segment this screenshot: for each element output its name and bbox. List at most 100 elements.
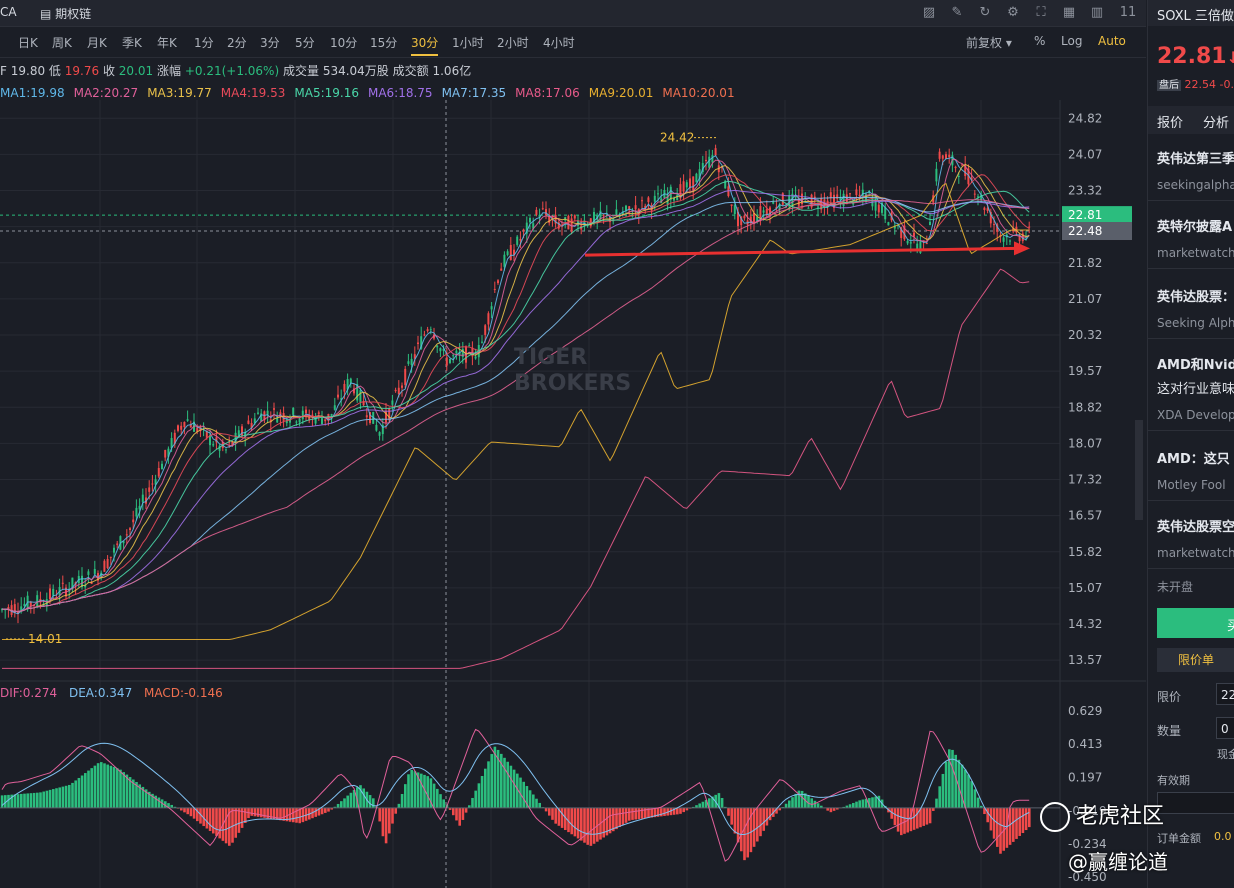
period-tab-4[interactable]: 年K	[157, 36, 177, 50]
period-tab-0[interactable]: 日K	[18, 36, 38, 50]
news-title[interactable]: 英伟达股票：	[1157, 290, 1234, 305]
macd-bar	[215, 807, 218, 836]
limit-price-input[interactable]: 22	[1216, 683, 1234, 705]
tab-quote[interactable]: 报价	[1157, 116, 1184, 131]
candle-body	[167, 448, 170, 457]
candle-body	[852, 202, 855, 205]
period-tab-12[interactable]: 1小时	[452, 36, 484, 50]
limit-label: 限价	[1157, 690, 1182, 704]
draw-tool-icon[interactable]: ✎	[951, 5, 963, 20]
macd-bar	[682, 807, 685, 813]
period-tab-3[interactable]: 季K	[122, 36, 142, 50]
candle-body	[695, 173, 698, 183]
period-tab-6[interactable]: 2分	[227, 36, 247, 50]
candle-body	[692, 176, 695, 191]
news-title[interactable]: AMD：这只	[1157, 452, 1230, 467]
price-tick: 21.82	[1068, 256, 1102, 270]
candle-body	[570, 218, 573, 232]
macd-bar	[429, 778, 433, 808]
news-source: seekingalpha	[1157, 178, 1234, 192]
candle-body	[381, 425, 384, 435]
macd-bar	[535, 798, 538, 808]
candle-body	[676, 194, 679, 201]
refresh-icon[interactable]: ↻	[979, 5, 991, 20]
settings-gear-icon[interactable]: ⚙	[1007, 5, 1019, 20]
period-right-log[interactable]: Log	[1061, 34, 1083, 48]
period-tab-14[interactable]: 4小时	[543, 36, 575, 50]
macd-bar	[957, 759, 961, 808]
macd-bar	[244, 807, 247, 823]
candle-body	[986, 208, 989, 211]
news-title[interactable]: 英特尔披露A	[1157, 220, 1233, 235]
macd-bar	[61, 786, 65, 808]
macd-bar	[749, 807, 753, 853]
macd-bar	[378, 807, 381, 822]
news-title-line2[interactable]: 这对行业意味	[1157, 382, 1234, 397]
news-title[interactable]: 英伟达股票空	[1157, 520, 1234, 535]
price-tick: 23.32	[1068, 184, 1102, 198]
period-tab-9[interactable]: 10分	[330, 36, 358, 50]
candle-body	[458, 351, 461, 355]
option-chain-tab[interactable]: ▤ 期权链	[40, 7, 92, 21]
macd-bar	[951, 749, 954, 808]
chart-type-icon[interactable]: ▨	[922, 5, 936, 20]
candle-body	[410, 358, 413, 365]
macd-bar	[925, 807, 929, 825]
validity-select[interactable]	[1157, 792, 1234, 814]
macd-bar	[292, 807, 295, 823]
candle-body	[442, 348, 445, 351]
macd-bar	[999, 807, 1002, 854]
period-tab-7[interactable]: 3分	[260, 36, 280, 50]
candle-body	[292, 407, 295, 415]
layout-grid-icon[interactable]: ▦	[1062, 5, 1076, 20]
macd-bar	[800, 790, 804, 808]
period-tab-8[interactable]: 5分	[295, 36, 315, 50]
period-tab-13[interactable]: 2小时	[497, 36, 529, 50]
macd-bar	[797, 790, 801, 808]
candle-body	[113, 547, 115, 553]
macd-bar	[39, 792, 42, 808]
macd-bar	[900, 807, 903, 836]
candle-body	[653, 195, 656, 202]
period-right-auto[interactable]: Auto	[1098, 34, 1126, 48]
macd-bar	[612, 807, 615, 832]
candle-body	[861, 189, 864, 197]
period-right-adjust[interactable]: 前复权 ▾	[966, 36, 1012, 50]
macd-bar	[602, 807, 605, 838]
order-type-select[interactable]: 限价单	[1157, 648, 1234, 672]
price-tick: 19.57	[1068, 364, 1102, 378]
buy-button[interactable]: 买	[1157, 608, 1234, 638]
period-right-percent[interactable]: %	[1034, 34, 1046, 48]
price-tick: 24.82	[1068, 111, 1102, 125]
candle-body	[938, 151, 941, 159]
candle-body	[714, 148, 717, 156]
order-amount-value: 0.0	[1214, 830, 1232, 843]
period-tab-11[interactable]: 30分	[411, 34, 439, 56]
macd-bar	[208, 807, 212, 831]
candlestick-chart[interactable]: 24.8224.0723.3222.5721.8221.0720.3219.57…	[0, 100, 1146, 888]
tab-analysis[interactable]: 分析	[1203, 116, 1230, 131]
macd-bar	[144, 789, 148, 808]
candle-body	[759, 206, 762, 219]
candle-body	[321, 418, 323, 425]
zoom-level[interactable]: 11	[1119, 5, 1137, 20]
period-tab-2[interactable]: 月K	[87, 36, 107, 50]
candle-body	[820, 198, 823, 210]
macd-bar	[826, 807, 829, 811]
layout-split-icon[interactable]: ▥	[1090, 5, 1104, 20]
macd-bar	[199, 807, 202, 824]
news-title[interactable]: 英伟达第三季	[1157, 152, 1234, 167]
news-title[interactable]: AMD和Nvid	[1157, 358, 1234, 373]
macd-bar	[68, 784, 71, 808]
macd-bar	[368, 795, 372, 808]
period-tab-1[interactable]: 周K	[52, 36, 72, 50]
macd-bar	[791, 797, 794, 808]
candle-body	[445, 357, 448, 366]
macd-bar	[909, 807, 913, 832]
macd-bar	[708, 798, 711, 808]
ma-line	[2, 180, 1030, 613]
period-tab-5[interactable]: 1分	[194, 36, 214, 50]
period-tab-10[interactable]: 15分	[370, 36, 398, 50]
quantity-input[interactable]: 0	[1216, 717, 1234, 739]
fullscreen-icon[interactable]: ⛶	[1036, 5, 1046, 20]
